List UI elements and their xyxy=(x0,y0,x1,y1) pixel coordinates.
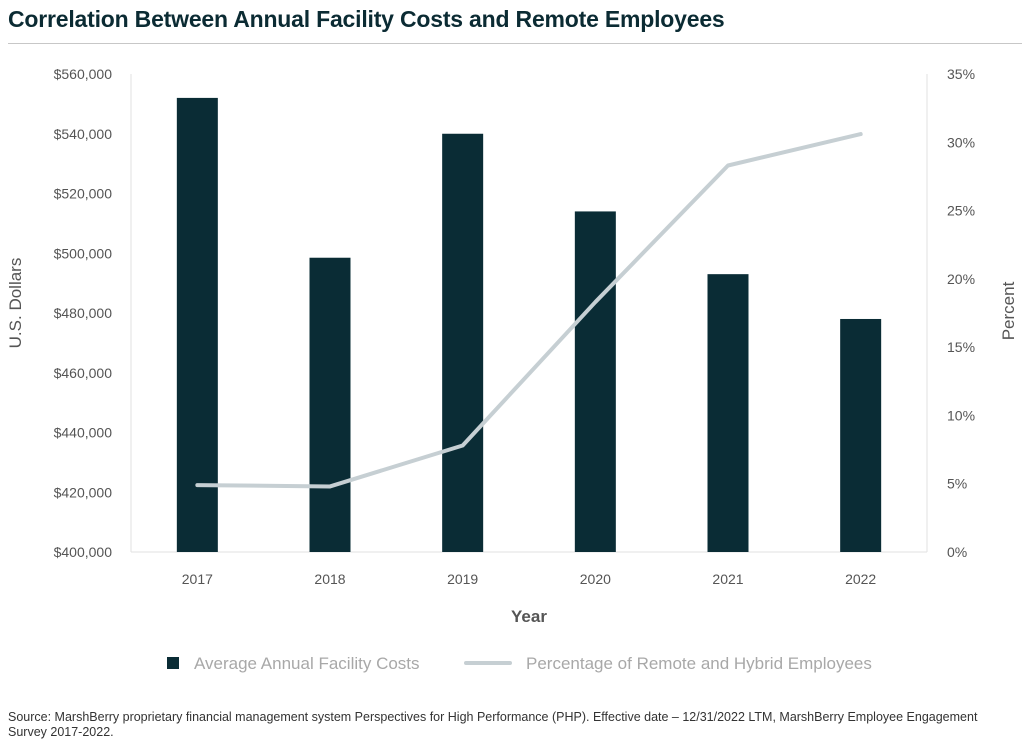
y-axis-right-title: Percent xyxy=(999,281,1018,340)
legend-bar-swatch xyxy=(167,657,179,669)
right-tick-label: 35% xyxy=(947,66,975,82)
legend-line-label: Percentage of Remote and Hybrid Employee… xyxy=(526,654,872,673)
x-tick-label: 2020 xyxy=(580,571,611,587)
line-series xyxy=(195,132,863,489)
title-divider xyxy=(8,43,1022,44)
legend-bar-label: Average Annual Facility Costs xyxy=(194,654,420,673)
chart-legend: Average Annual Facility Costs Percentage … xyxy=(167,654,872,673)
bar xyxy=(840,318,882,552)
right-tick-label: 0% xyxy=(947,544,967,560)
bar xyxy=(309,257,351,552)
right-tick-label: 20% xyxy=(947,271,975,287)
left-tick-label: $560,000 xyxy=(54,66,113,82)
right-tick-label: 25% xyxy=(947,203,975,219)
x-axis-title: Year xyxy=(511,607,547,626)
left-tick-label: $500,000 xyxy=(54,245,113,261)
x-tick-label: 2018 xyxy=(314,571,345,587)
right-tick-label: 15% xyxy=(947,339,975,355)
chart-axes xyxy=(130,74,928,553)
left-tick-label: $540,000 xyxy=(54,126,113,142)
bar-series xyxy=(176,97,882,553)
chart-title: Correlation Between Annual Facility Cost… xyxy=(8,6,725,32)
source-note: Source: MarshBerry proprietary financial… xyxy=(8,710,978,739)
bar xyxy=(442,133,484,552)
x-tick-label: 2017 xyxy=(182,571,213,587)
chart-labels: $400,000 $420,000 $440,000 $460,000 $480,000… xyxy=(6,66,1018,626)
left-tick-label: $420,000 xyxy=(54,484,113,500)
left-tick-label: $440,000 xyxy=(54,425,113,441)
left-tick-label: $460,000 xyxy=(54,365,113,381)
x-tick-label: 2019 xyxy=(447,571,478,587)
right-tick-label: 10% xyxy=(947,407,975,423)
bar xyxy=(707,274,749,552)
bar xyxy=(574,211,616,553)
left-tick-label: $520,000 xyxy=(54,186,113,202)
left-tick-label: $480,000 xyxy=(54,305,113,321)
right-tick-label: 30% xyxy=(947,134,975,150)
y-axis-left-title: U.S. Dollars xyxy=(6,258,25,349)
x-tick-label: 2021 xyxy=(712,571,743,587)
x-tick-label: 2022 xyxy=(845,571,876,587)
chart: $400,000 $420,000 $440,000 $460,000 $480,000… xyxy=(6,66,1018,673)
series-line xyxy=(195,132,863,489)
left-tick-label: $400,000 xyxy=(54,544,113,560)
right-tick-label: 5% xyxy=(947,476,967,492)
bar xyxy=(176,97,218,553)
